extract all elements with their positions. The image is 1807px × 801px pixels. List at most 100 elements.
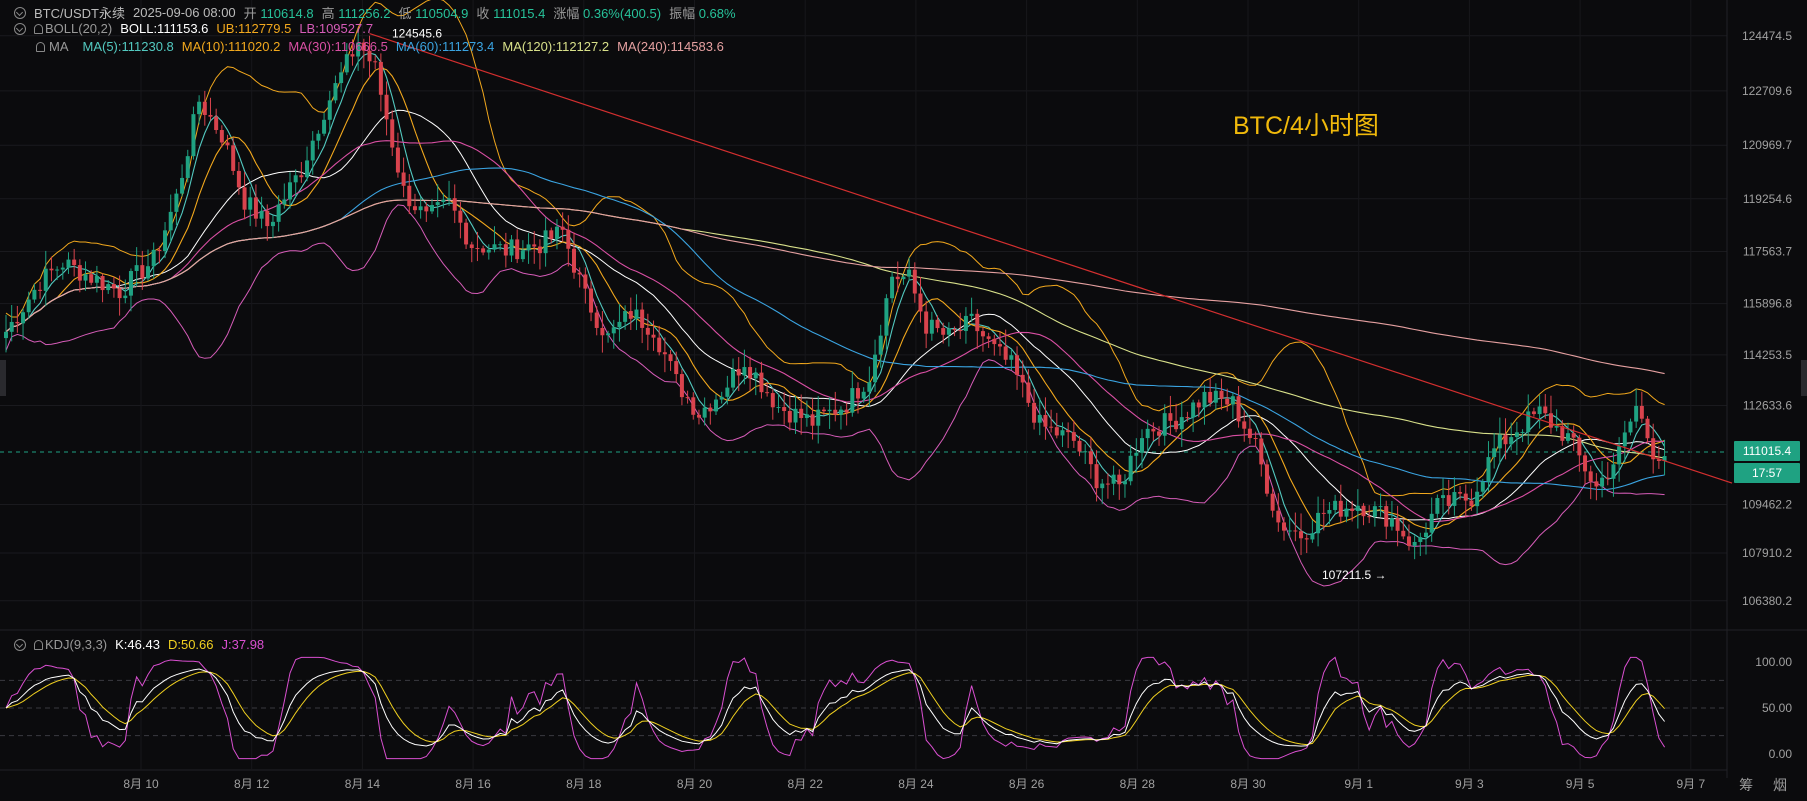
candle[interactable] bbox=[117, 275, 122, 316]
candle[interactable] bbox=[1083, 444, 1088, 465]
candle[interactable] bbox=[1395, 505, 1400, 547]
candle[interactable] bbox=[838, 406, 843, 430]
candle[interactable] bbox=[1344, 500, 1349, 523]
candle[interactable] bbox=[1600, 460, 1605, 498]
candle[interactable] bbox=[72, 248, 77, 277]
candle[interactable] bbox=[242, 172, 247, 220]
candle[interactable] bbox=[1259, 432, 1264, 477]
candle[interactable] bbox=[174, 188, 179, 225]
candle[interactable] bbox=[89, 270, 94, 286]
candle[interactable] bbox=[1435, 494, 1440, 518]
candle[interactable] bbox=[952, 326, 957, 337]
candle[interactable] bbox=[827, 397, 832, 429]
bell-icon[interactable] bbox=[36, 41, 45, 52]
candle[interactable] bbox=[15, 305, 20, 333]
candle[interactable] bbox=[288, 172, 292, 209]
candle[interactable] bbox=[1094, 450, 1099, 502]
candle[interactable] bbox=[640, 302, 645, 344]
candle[interactable] bbox=[1554, 409, 1559, 432]
candle[interactable] bbox=[231, 137, 236, 176]
candle[interactable] bbox=[731, 358, 736, 392]
candle[interactable] bbox=[390, 110, 395, 157]
candle[interactable] bbox=[696, 409, 701, 425]
candle[interactable] bbox=[884, 294, 889, 350]
candle[interactable] bbox=[1503, 418, 1508, 460]
candle[interactable] bbox=[708, 403, 713, 425]
candle[interactable] bbox=[1617, 437, 1622, 482]
candle[interactable] bbox=[1327, 502, 1332, 525]
candle[interactable] bbox=[146, 249, 150, 282]
candle[interactable] bbox=[600, 311, 605, 353]
candle[interactable] bbox=[532, 231, 537, 264]
candle[interactable] bbox=[253, 184, 258, 227]
candle[interactable] bbox=[1219, 378, 1224, 410]
candle[interactable] bbox=[623, 305, 628, 330]
candle[interactable] bbox=[549, 227, 554, 244]
candle[interactable] bbox=[1162, 404, 1167, 446]
candle[interactable] bbox=[1531, 407, 1536, 417]
candle[interactable] bbox=[628, 297, 633, 331]
candle[interactable] bbox=[526, 233, 531, 264]
candle[interactable] bbox=[1264, 459, 1269, 497]
candle[interactable] bbox=[1571, 425, 1576, 452]
candle[interactable] bbox=[1321, 499, 1326, 531]
candle[interactable] bbox=[736, 357, 741, 392]
candle[interactable] bbox=[248, 186, 253, 227]
candle[interactable] bbox=[1026, 369, 1031, 407]
candle[interactable] bbox=[1361, 503, 1366, 526]
candle[interactable] bbox=[1475, 477, 1480, 515]
candle[interactable] bbox=[1566, 422, 1570, 444]
candle[interactable] bbox=[225, 134, 230, 150]
right-panel-handle[interactable] bbox=[1801, 360, 1807, 396]
candle[interactable] bbox=[1588, 465, 1593, 500]
candle[interactable] bbox=[492, 226, 497, 253]
candle[interactable] bbox=[1009, 349, 1014, 371]
candle[interactable] bbox=[572, 232, 576, 279]
candle[interactable] bbox=[163, 222, 168, 259]
candle[interactable] bbox=[197, 95, 202, 125]
candle[interactable] bbox=[168, 194, 173, 243]
candle[interactable] bbox=[1645, 415, 1650, 444]
collapse-icon[interactable] bbox=[14, 638, 26, 651]
candle[interactable] bbox=[912, 262, 917, 303]
candle[interactable] bbox=[1611, 452, 1616, 497]
candle[interactable] bbox=[1577, 434, 1582, 472]
candle[interactable] bbox=[66, 252, 71, 274]
candle[interactable] bbox=[1520, 429, 1525, 442]
candle[interactable] bbox=[890, 271, 895, 303]
candle[interactable] bbox=[787, 394, 792, 431]
candle[interactable] bbox=[401, 157, 406, 198]
candle[interactable] bbox=[611, 319, 616, 349]
candle[interactable] bbox=[265, 204, 270, 241]
candle[interactable] bbox=[1140, 429, 1144, 469]
candle[interactable] bbox=[685, 390, 690, 404]
candle[interactable] bbox=[356, 29, 361, 71]
candle[interactable] bbox=[1174, 403, 1179, 433]
candle[interactable] bbox=[589, 280, 594, 322]
candle[interactable] bbox=[958, 312, 963, 340]
candle[interactable] bbox=[929, 311, 934, 341]
candle[interactable] bbox=[270, 215, 275, 239]
candle[interactable] bbox=[469, 241, 474, 263]
candle[interactable] bbox=[1060, 422, 1065, 448]
candle[interactable] bbox=[941, 322, 946, 344]
candle[interactable] bbox=[412, 193, 417, 215]
candle[interactable] bbox=[276, 195, 281, 232]
candle[interactable] bbox=[191, 106, 196, 160]
candle[interactable] bbox=[901, 274, 906, 285]
candle[interactable] bbox=[1389, 500, 1394, 531]
candle[interactable] bbox=[980, 327, 985, 352]
candle[interactable] bbox=[583, 267, 588, 304]
candle[interactable] bbox=[1543, 394, 1548, 419]
candle[interactable] bbox=[32, 283, 37, 303]
candle[interactable] bbox=[83, 261, 88, 291]
candle[interactable] bbox=[1594, 473, 1599, 501]
candle[interactable] bbox=[1401, 518, 1406, 540]
candle[interactable] bbox=[1049, 409, 1054, 433]
candle[interactable] bbox=[662, 337, 667, 373]
candle[interactable] bbox=[946, 322, 951, 347]
candle[interactable] bbox=[316, 130, 321, 150]
candle[interactable] bbox=[1230, 392, 1235, 419]
candle[interactable] bbox=[804, 400, 809, 427]
